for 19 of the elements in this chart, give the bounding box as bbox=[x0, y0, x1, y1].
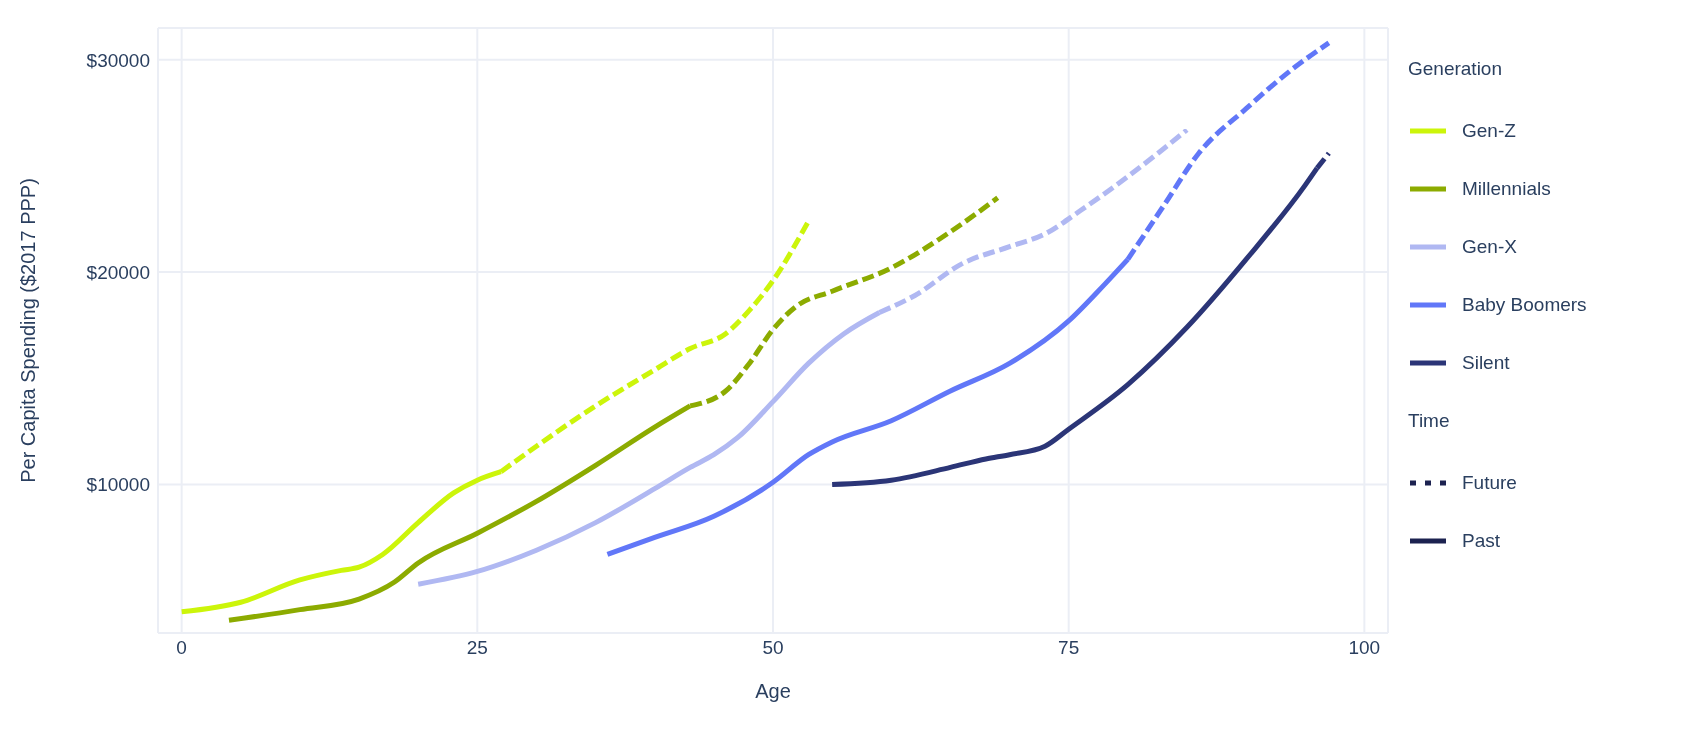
text: Future bbox=[1462, 472, 1517, 494]
y-axis-title: Per Capita Spending ($2017 PPP) bbox=[17, 178, 40, 483]
legend-title: Generation bbox=[1408, 58, 1503, 80]
x-tick-label: 25 bbox=[466, 637, 488, 659]
x-axis-title: Age bbox=[755, 680, 791, 702]
legend-label: Silent bbox=[1462, 352, 1510, 374]
x-tick-label: 50 bbox=[762, 637, 784, 659]
legend-label: Gen-X bbox=[1462, 236, 1517, 258]
legend-label: Gen-Z bbox=[1462, 120, 1516, 142]
x-tick-label: 0 bbox=[176, 637, 187, 659]
text: Time bbox=[1408, 410, 1451, 432]
x-tick-label: 100 bbox=[1348, 637, 1381, 659]
y-tick-label: $30000 bbox=[86, 49, 150, 71]
legend-label: Millennials bbox=[1462, 178, 1551, 200]
x-tick-label: 75 bbox=[1058, 637, 1080, 659]
text: Past bbox=[1462, 530, 1501, 552]
y-tick-label: $20000 bbox=[86, 261, 150, 283]
y-tick-label: $10000 bbox=[86, 474, 150, 496]
legend-label: Baby Boomers bbox=[1462, 294, 1587, 316]
